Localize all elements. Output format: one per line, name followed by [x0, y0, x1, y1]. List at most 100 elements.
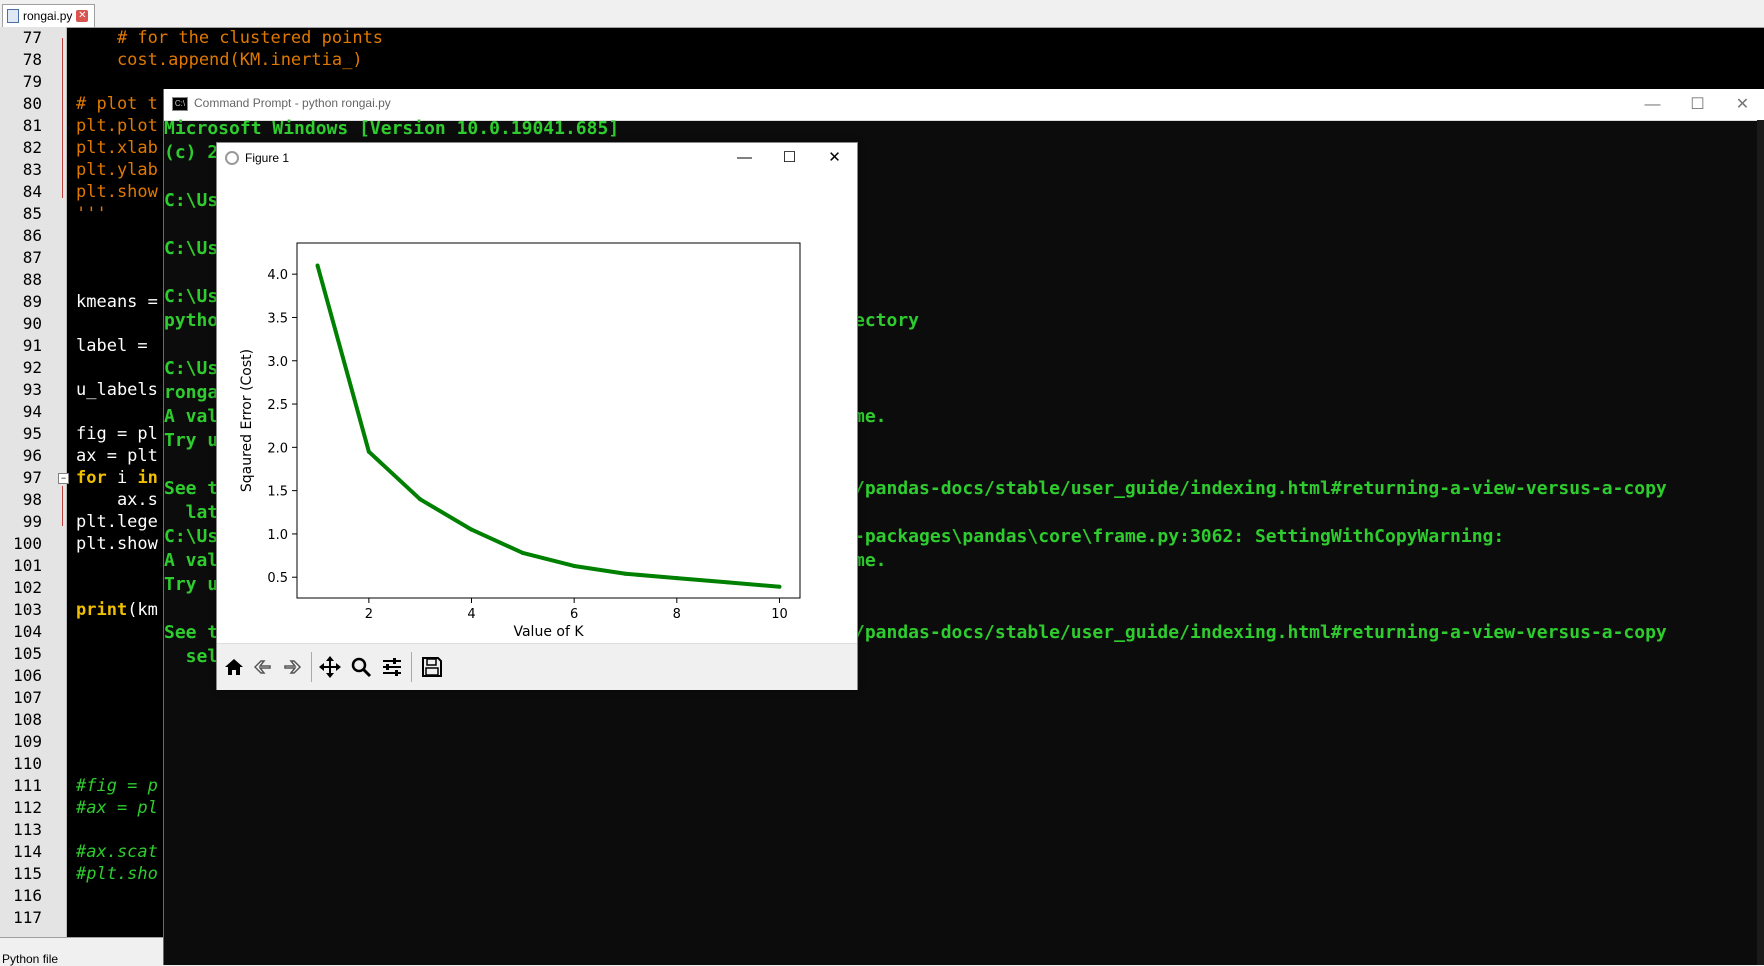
back-arrow-icon[interactable]: [249, 652, 277, 682]
data-point: [469, 527, 474, 532]
line-number: 83: [22, 160, 42, 179]
line-number: 84: [22, 182, 42, 201]
cmd-title-bar[interactable]: C:\ Command Prompt - python rongai.py — …: [164, 89, 1764, 121]
line-number: 77: [22, 28, 42, 47]
matplotlib-icon: [225, 151, 239, 165]
console-line: C:\Us: [164, 526, 219, 547]
code-line: plt.xlab: [76, 138, 158, 158]
console-line: (c) 2: [164, 142, 219, 163]
comment-line: #plt.sho: [76, 864, 158, 884]
console-line: lat: [164, 502, 219, 523]
minimize-button[interactable]: —: [1644, 96, 1661, 113]
code-line: ''': [76, 204, 107, 224]
console-line: See t: [164, 622, 219, 643]
y-axis-ticks: 0.5 1.0 1.5 2.0 2.5 3.0 3.5 4.0: [267, 268, 297, 586]
file-tab[interactable]: rongai.py ✕: [2, 4, 96, 27]
console-line: Try u: [164, 430, 219, 451]
close-tab-icon[interactable]: ✕: [76, 10, 89, 22]
console-line: -packages\pandas\core\frame.py:3062: Set…: [854, 526, 1505, 547]
data-point: [366, 449, 371, 454]
console-line: ronga: [164, 382, 219, 403]
line-number: 105: [13, 644, 42, 663]
line-number: 112: [13, 798, 42, 817]
code-line: u_labels: [76, 380, 158, 400]
console-line: sel: [164, 646, 219, 667]
data-point: [623, 571, 628, 576]
cmd-window-title: Command Prompt - python rongai.py: [194, 96, 391, 110]
line-number: 80: [22, 94, 42, 113]
console-line: /pandas-docs/stable/user_guide/indexing.…: [854, 478, 1667, 499]
line-number: 89: [22, 292, 42, 311]
keyword-print: print: [76, 600, 128, 620]
console-line: Microsoft Windows [Version 10.0.19041.68…: [164, 118, 620, 139]
line-number: 99: [22, 512, 42, 531]
forward-arrow-icon[interactable]: [278, 652, 306, 682]
line-number: 116: [13, 886, 42, 905]
fold-toggle-icon[interactable]: −: [58, 473, 69, 484]
y-tick-label: 0.5: [267, 571, 288, 586]
save-icon[interactable]: [418, 652, 446, 682]
line-number: 111: [13, 776, 42, 795]
code-line: # plot t: [76, 94, 158, 114]
home-icon[interactable]: [220, 652, 248, 682]
vertical-scrollbar[interactable]: [1757, 120, 1764, 965]
line-number: 100: [13, 534, 42, 553]
line-number: 107: [13, 688, 42, 707]
configure-subplots-icon[interactable]: [378, 652, 406, 682]
console-line: C:\Us: [164, 190, 219, 211]
line-number: 79: [22, 72, 42, 91]
x-axis-label: Value of K: [513, 624, 584, 640]
line-number: 90: [22, 314, 42, 333]
data-point: [315, 263, 320, 268]
series-points: [315, 263, 782, 589]
status-file-type: Python file: [2, 952, 59, 966]
line-number: 108: [13, 710, 42, 729]
code-line: plt.show: [76, 534, 158, 554]
terminal-icon: C:\: [172, 97, 188, 111]
line-number: 110: [13, 754, 42, 773]
line-number: 86: [22, 226, 42, 245]
console-line: A val: [164, 550, 219, 571]
plot-canvas[interactable]: 2 4 6 8 10 0.5 1.0 1.5 2.0 2.5 3.0 3.5 4.0 Value of…: [217, 173, 857, 643]
figure-maximize-button[interactable]: ☐: [782, 149, 797, 166]
code-line: cost.append(KM.inertia_): [76, 50, 363, 70]
pan-icon[interactable]: [316, 652, 344, 682]
figure-minimize-button[interactable]: —: [737, 149, 752, 166]
code-line: ax.s: [76, 490, 158, 510]
line-number: 94: [22, 402, 42, 421]
line-number: 93: [22, 380, 42, 399]
data-point: [418, 497, 423, 502]
zoom-icon[interactable]: [347, 652, 375, 682]
code-text: i: [106, 468, 138, 488]
console-line: A val: [164, 406, 219, 427]
close-button[interactable]: ✕: [1735, 96, 1750, 113]
line-number: 97: [22, 468, 42, 487]
line-number: 85: [22, 204, 42, 223]
code-line: fig = pl: [76, 424, 158, 444]
line-number: 106: [13, 666, 42, 685]
y-tick-label: 3.0: [267, 355, 288, 370]
python-file-icon: [7, 9, 19, 23]
code-line: kmeans =: [76, 292, 158, 312]
data-point: [777, 584, 782, 589]
figure-title: Figure 1: [245, 151, 290, 165]
y-tick-label: 1.5: [267, 485, 288, 500]
line-number: 87: [22, 248, 42, 267]
line-number: 104: [13, 622, 42, 641]
x-tick-label: 2: [365, 607, 373, 622]
axes-frame: [296, 242, 801, 599]
y-tick-label: 3.5: [267, 311, 288, 326]
fold-marker-line: [62, 38, 63, 198]
figure-title-bar[interactable]: Figure 1 — ☐ ✕: [217, 143, 857, 173]
console-line: C:\Us: [164, 286, 219, 307]
x-tick-label: 6: [570, 607, 578, 622]
toolbar-separator: [411, 652, 412, 682]
data-point: [520, 550, 525, 555]
maximize-button[interactable]: ☐: [1690, 96, 1705, 113]
y-tick-label: 2.0: [267, 441, 288, 456]
line-number: 101: [13, 556, 42, 575]
code-line: plt.lege: [76, 512, 158, 532]
figure-close-button[interactable]: ✕: [828, 149, 841, 166]
data-point: [572, 563, 577, 568]
keyword-in: in: [137, 468, 158, 488]
